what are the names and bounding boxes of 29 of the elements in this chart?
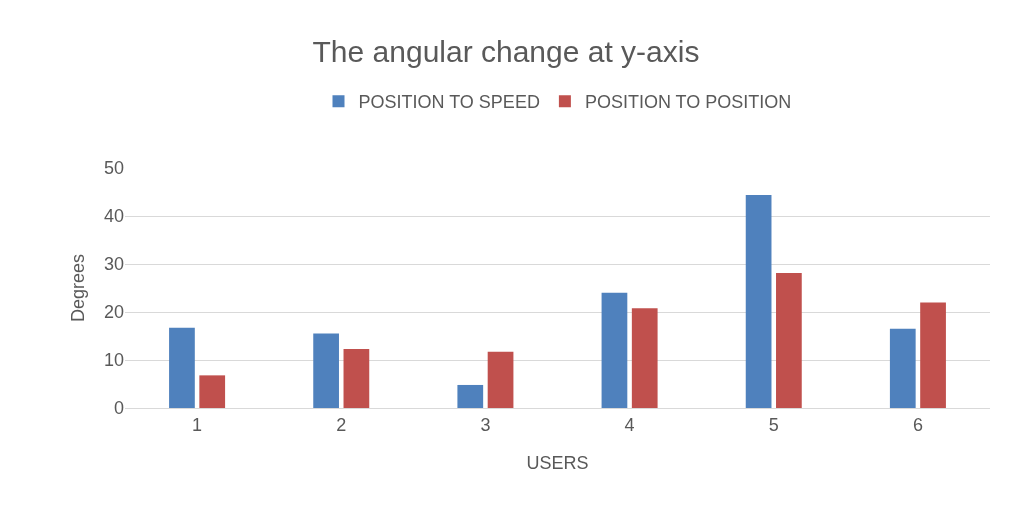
y-tick-label: 10 bbox=[103, 350, 124, 371]
bar bbox=[199, 375, 226, 408]
bar bbox=[313, 333, 339, 408]
x-tick-label: 1 bbox=[192, 414, 203, 435]
bar bbox=[745, 194, 772, 408]
x-tick-label: 2 bbox=[336, 414, 347, 435]
x-tick-label: 5 bbox=[768, 414, 779, 435]
bar bbox=[631, 308, 658, 408]
x-axis-title: USERS bbox=[526, 452, 589, 473]
x-tick-label: 4 bbox=[624, 414, 635, 435]
x-tick-label: 6 bbox=[912, 414, 923, 435]
y-tick-label: 50 bbox=[103, 158, 124, 179]
y-tick-label: 20 bbox=[103, 302, 124, 323]
bar bbox=[920, 302, 946, 408]
y-tick-label: 0 bbox=[113, 398, 124, 419]
chart-title: The angular change at y-axis bbox=[312, 35, 700, 69]
bar bbox=[601, 292, 628, 408]
bar bbox=[889, 328, 916, 408]
bar bbox=[487, 351, 514, 408]
bar bbox=[776, 273, 802, 408]
legend-label: POSITION TO SPEED bbox=[358, 92, 540, 113]
bar bbox=[343, 348, 370, 408]
legend-label: POSITION TO POSITION bbox=[584, 92, 792, 113]
bar bbox=[169, 327, 195, 408]
y-tick-label: 30 bbox=[103, 254, 124, 275]
x-tick-label: 3 bbox=[480, 414, 491, 435]
bar bbox=[457, 384, 484, 408]
y-tick-label: 40 bbox=[103, 206, 124, 227]
y-axis-title: Degrees bbox=[68, 253, 89, 323]
